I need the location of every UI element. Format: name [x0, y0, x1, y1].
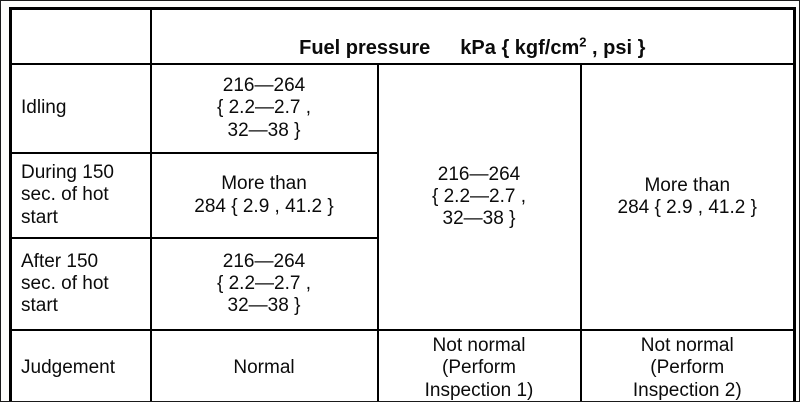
- table-header-row: Fuel pressure kPa { kgf/cm2 , psi }: [9, 7, 796, 66]
- cell-after-pressure: 216—264 { 2.2—2.7 , 32—38 }: [149, 237, 379, 332]
- table-row-idling: Idling 216—264 { 2.2—2.7 , 32—38 } 216—2…: [9, 63, 796, 332]
- table-row-judgement: Judgement Normal Not normal (Perform Ins…: [9, 329, 796, 401]
- cell-during-pressure: More than 284 { 2.9 , 41.2 }: [149, 152, 379, 240]
- units-suffix: , psi }: [586, 36, 646, 59]
- fuel-pressure-title: Fuel pressure: [299, 36, 431, 59]
- header-empty-cell: [9, 7, 152, 66]
- units-superscript: 2: [579, 33, 587, 49]
- row-label-during-hot-start: During 150 sec. of hot start: [9, 152, 152, 240]
- cell-judgement-not-normal-1: Not normal (Perform Inspection 1): [376, 329, 582, 401]
- cell-inspection1-pressure: 216—264 { 2.2—2.7 , 32—38 }: [376, 63, 582, 332]
- cell-judgement-not-normal-2: Not normal (Perform Inspection 2): [579, 329, 796, 401]
- table-row-after-hot-start: After 150 sec. of hot start 216—264 { 2.…: [9, 237, 795, 332]
- row-label-idling: Idling: [9, 63, 152, 155]
- fuel-pressure-spec-table: Fuel pressure kPa { kgf/cm2 , psi } Idli…: [9, 7, 797, 401]
- units-label: kPa { kgf/cm2 , psi }: [460, 33, 646, 61]
- table-row-during-hot-start: During 150 sec. of hot start More than 2…: [9, 152, 795, 240]
- cell-inspection2-pressure: More than 284 { 2.9 , 41.2 }: [579, 63, 796, 332]
- table-title: Fuel pressure kPa { kgf/cm2 , psi }: [299, 33, 646, 61]
- cell-idling-pressure: 216—264 { 2.2—2.7 , 32—38 }: [149, 63, 379, 155]
- cell-judgement-normal: Normal: [149, 329, 379, 401]
- units-prefix: kPa { kgf/cm: [460, 36, 580, 59]
- row-label-after-hot-start: After 150 sec. of hot start: [9, 237, 152, 332]
- table-title-cell: Fuel pressure kPa { kgf/cm2 , psi }: [149, 7, 796, 66]
- row-label-judgement: Judgement: [9, 329, 152, 401]
